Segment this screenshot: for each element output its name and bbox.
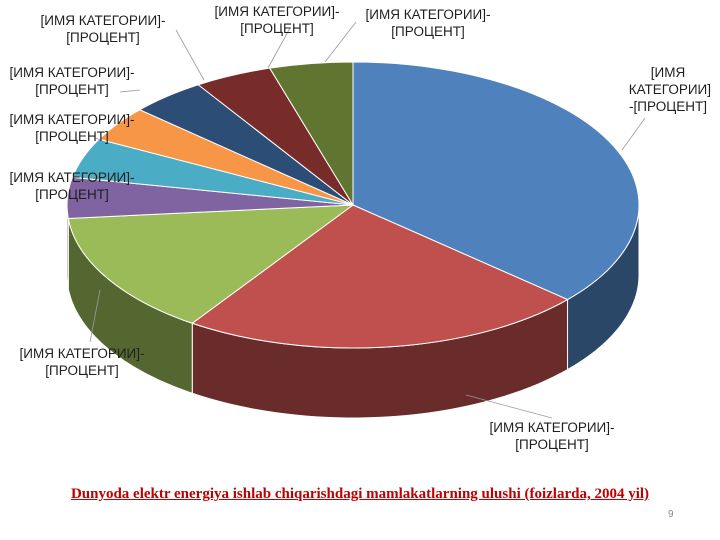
slice-label-2: [ИМЯ КАТЕГОРИИ]-[ПРОЦЕНТ] bbox=[490, 420, 615, 452]
leader-line-9 bbox=[324, 21, 357, 63]
leader-line-1 bbox=[621, 117, 646, 151]
pie-top bbox=[66, 61, 640, 349]
pie-chart: [ИМЯ КАТЕГОРИИ] -[ПРОЦЕНТ] [ИМЯ КАТЕГОРИИ]… bbox=[10, 4, 712, 452]
slice-label-5: [ИМЯ КАТЕГОРИИ]-[ПРОЦЕНТ] bbox=[10, 112, 135, 144]
slice-label-6: [ИМЯ КАТЕГОРИИ]-[ПРОЦЕНТ] bbox=[10, 65, 135, 97]
pie-slice-2 bbox=[191, 204, 569, 349]
leader-line-4 bbox=[87, 174, 99, 179]
leader-line-6 bbox=[119, 89, 141, 93]
slice-label-1: [ИМЯ КАТЕГОРИИ] -[ПРОЦЕНТ] bbox=[625, 65, 711, 114]
slice-label-4: [ИМЯ КАТЕГОРИИ]-[ПРОЦЕНТ] bbox=[10, 170, 135, 202]
leader-line-5 bbox=[95, 137, 101, 141]
pie-slice-3 bbox=[67, 204, 355, 324]
slice-label-3: [ИМЯ КАТЕГОРИИ]-[ПРОЦЕНТ] bbox=[20, 346, 145, 378]
leader-line-3 bbox=[89, 289, 101, 343]
leader-lines bbox=[87, 21, 646, 419]
leader-line-8 bbox=[267, 27, 291, 69]
slide-caption: Dunyoda elektr energiya ishlab chiqarish… bbox=[70, 486, 650, 502]
page-number: 9 bbox=[668, 509, 674, 520]
leader-line-2 bbox=[465, 394, 553, 419]
pie-slice-1 bbox=[352, 61, 640, 301]
leader-line-7 bbox=[175, 29, 205, 81]
slice-label-7: [ИМЯ КАТЕГОРИИ]-[ПРОЦЕНТ] bbox=[41, 13, 166, 45]
slice-label-8: [ИМЯ КАТЕГОРИИ]-[ПРОЦЕНТ] bbox=[215, 4, 340, 36]
pie-slice-9 bbox=[268, 61, 354, 207]
slice-label-9: [ИМЯ КАТЕГОРИИ]-[ПРОЦЕНТ] bbox=[366, 7, 491, 39]
slice-labels: [ИМЯ КАТЕГОРИИ] -[ПРОЦЕНТ] [ИМЯ КАТЕГОРИИ]… bbox=[10, 4, 712, 452]
